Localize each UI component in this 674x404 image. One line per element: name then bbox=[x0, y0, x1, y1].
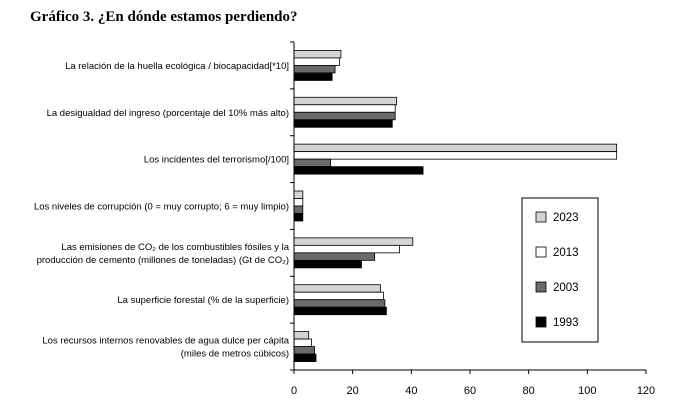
x-tick-label: 80 bbox=[523, 385, 535, 397]
bar-2023-4 bbox=[293, 237, 414, 246]
category-label: Las emisiones de CO₂ de los combustibles… bbox=[61, 242, 289, 253]
bar-2013-6 bbox=[293, 338, 313, 347]
bar-1993-4 bbox=[293, 259, 362, 269]
bar-2013-5 bbox=[293, 291, 384, 301]
bar-2003-2 bbox=[293, 158, 332, 168]
bar-2003-5 bbox=[293, 299, 386, 308]
category-label: Los incidentes del terrorismo[/100] bbox=[144, 155, 289, 166]
category-label: La desigualdad del ingreso (porcentaje d… bbox=[47, 108, 289, 119]
bar-2023-1 bbox=[293, 96, 398, 106]
bar-2023-0 bbox=[293, 50, 342, 59]
bar-1993-2 bbox=[293, 166, 424, 175]
bar-2023-2 bbox=[293, 143, 618, 153]
legend-label-2023: 2023 bbox=[553, 212, 579, 224]
x-tick-label: 20 bbox=[347, 385, 359, 397]
bar-2013-2 bbox=[293, 151, 618, 160]
category-label: producción de cemento (millones de tonel… bbox=[37, 255, 289, 266]
x-tick-label: 120 bbox=[637, 385, 655, 397]
bar-2003-3 bbox=[293, 205, 304, 214]
bar-2023-6 bbox=[293, 331, 310, 340]
bar-2023-3 bbox=[293, 190, 304, 199]
bar-1993-6 bbox=[293, 353, 317, 362]
legend-box bbox=[521, 197, 599, 343]
bar-2003-4 bbox=[293, 252, 376, 261]
legend-label-2003: 2003 bbox=[553, 282, 579, 294]
category-label: Los recursos internos renovables de agua… bbox=[42, 336, 289, 347]
bar-1993-5 bbox=[293, 306, 387, 316]
legend-swatch-2013 bbox=[535, 246, 547, 258]
legend-label-2013: 2013 bbox=[553, 247, 579, 259]
legend-swatch-1993 bbox=[535, 316, 547, 328]
category-label: (miles de metros cúbicos) bbox=[181, 349, 289, 360]
category-label: Los niveles de corrupción (0 = muy corru… bbox=[34, 202, 289, 213]
bar-2013-1 bbox=[293, 104, 396, 113]
bar-2003-1 bbox=[293, 111, 396, 121]
bar-1993-3 bbox=[293, 213, 304, 222]
legend-swatch-2003 bbox=[535, 281, 547, 293]
category-label: La relación de la huella ecológica / bio… bbox=[65, 61, 289, 72]
chart-title: Gráfico 3. ¿En dónde estamos perdiendo? bbox=[30, 9, 298, 25]
bar-2013-3 bbox=[293, 198, 304, 207]
x-tick-label: 40 bbox=[405, 385, 417, 397]
x-tick-label: 100 bbox=[578, 385, 596, 397]
bar-2013-4 bbox=[293, 244, 400, 254]
bar-1993-0 bbox=[293, 72, 333, 81]
legend-swatch-2023 bbox=[535, 211, 547, 223]
bar-2013-0 bbox=[293, 57, 340, 66]
bar-2003-0 bbox=[293, 65, 336, 74]
bar-2003-6 bbox=[293, 346, 315, 355]
category-label: La superficie forestal (% de la superfic… bbox=[117, 295, 289, 306]
bar-1993-1 bbox=[293, 119, 393, 128]
x-tick-label: 0 bbox=[291, 385, 297, 397]
x-tick-label: 60 bbox=[464, 385, 476, 397]
legend-label-1993: 1993 bbox=[553, 317, 579, 329]
bar-2023-5 bbox=[293, 284, 381, 293]
